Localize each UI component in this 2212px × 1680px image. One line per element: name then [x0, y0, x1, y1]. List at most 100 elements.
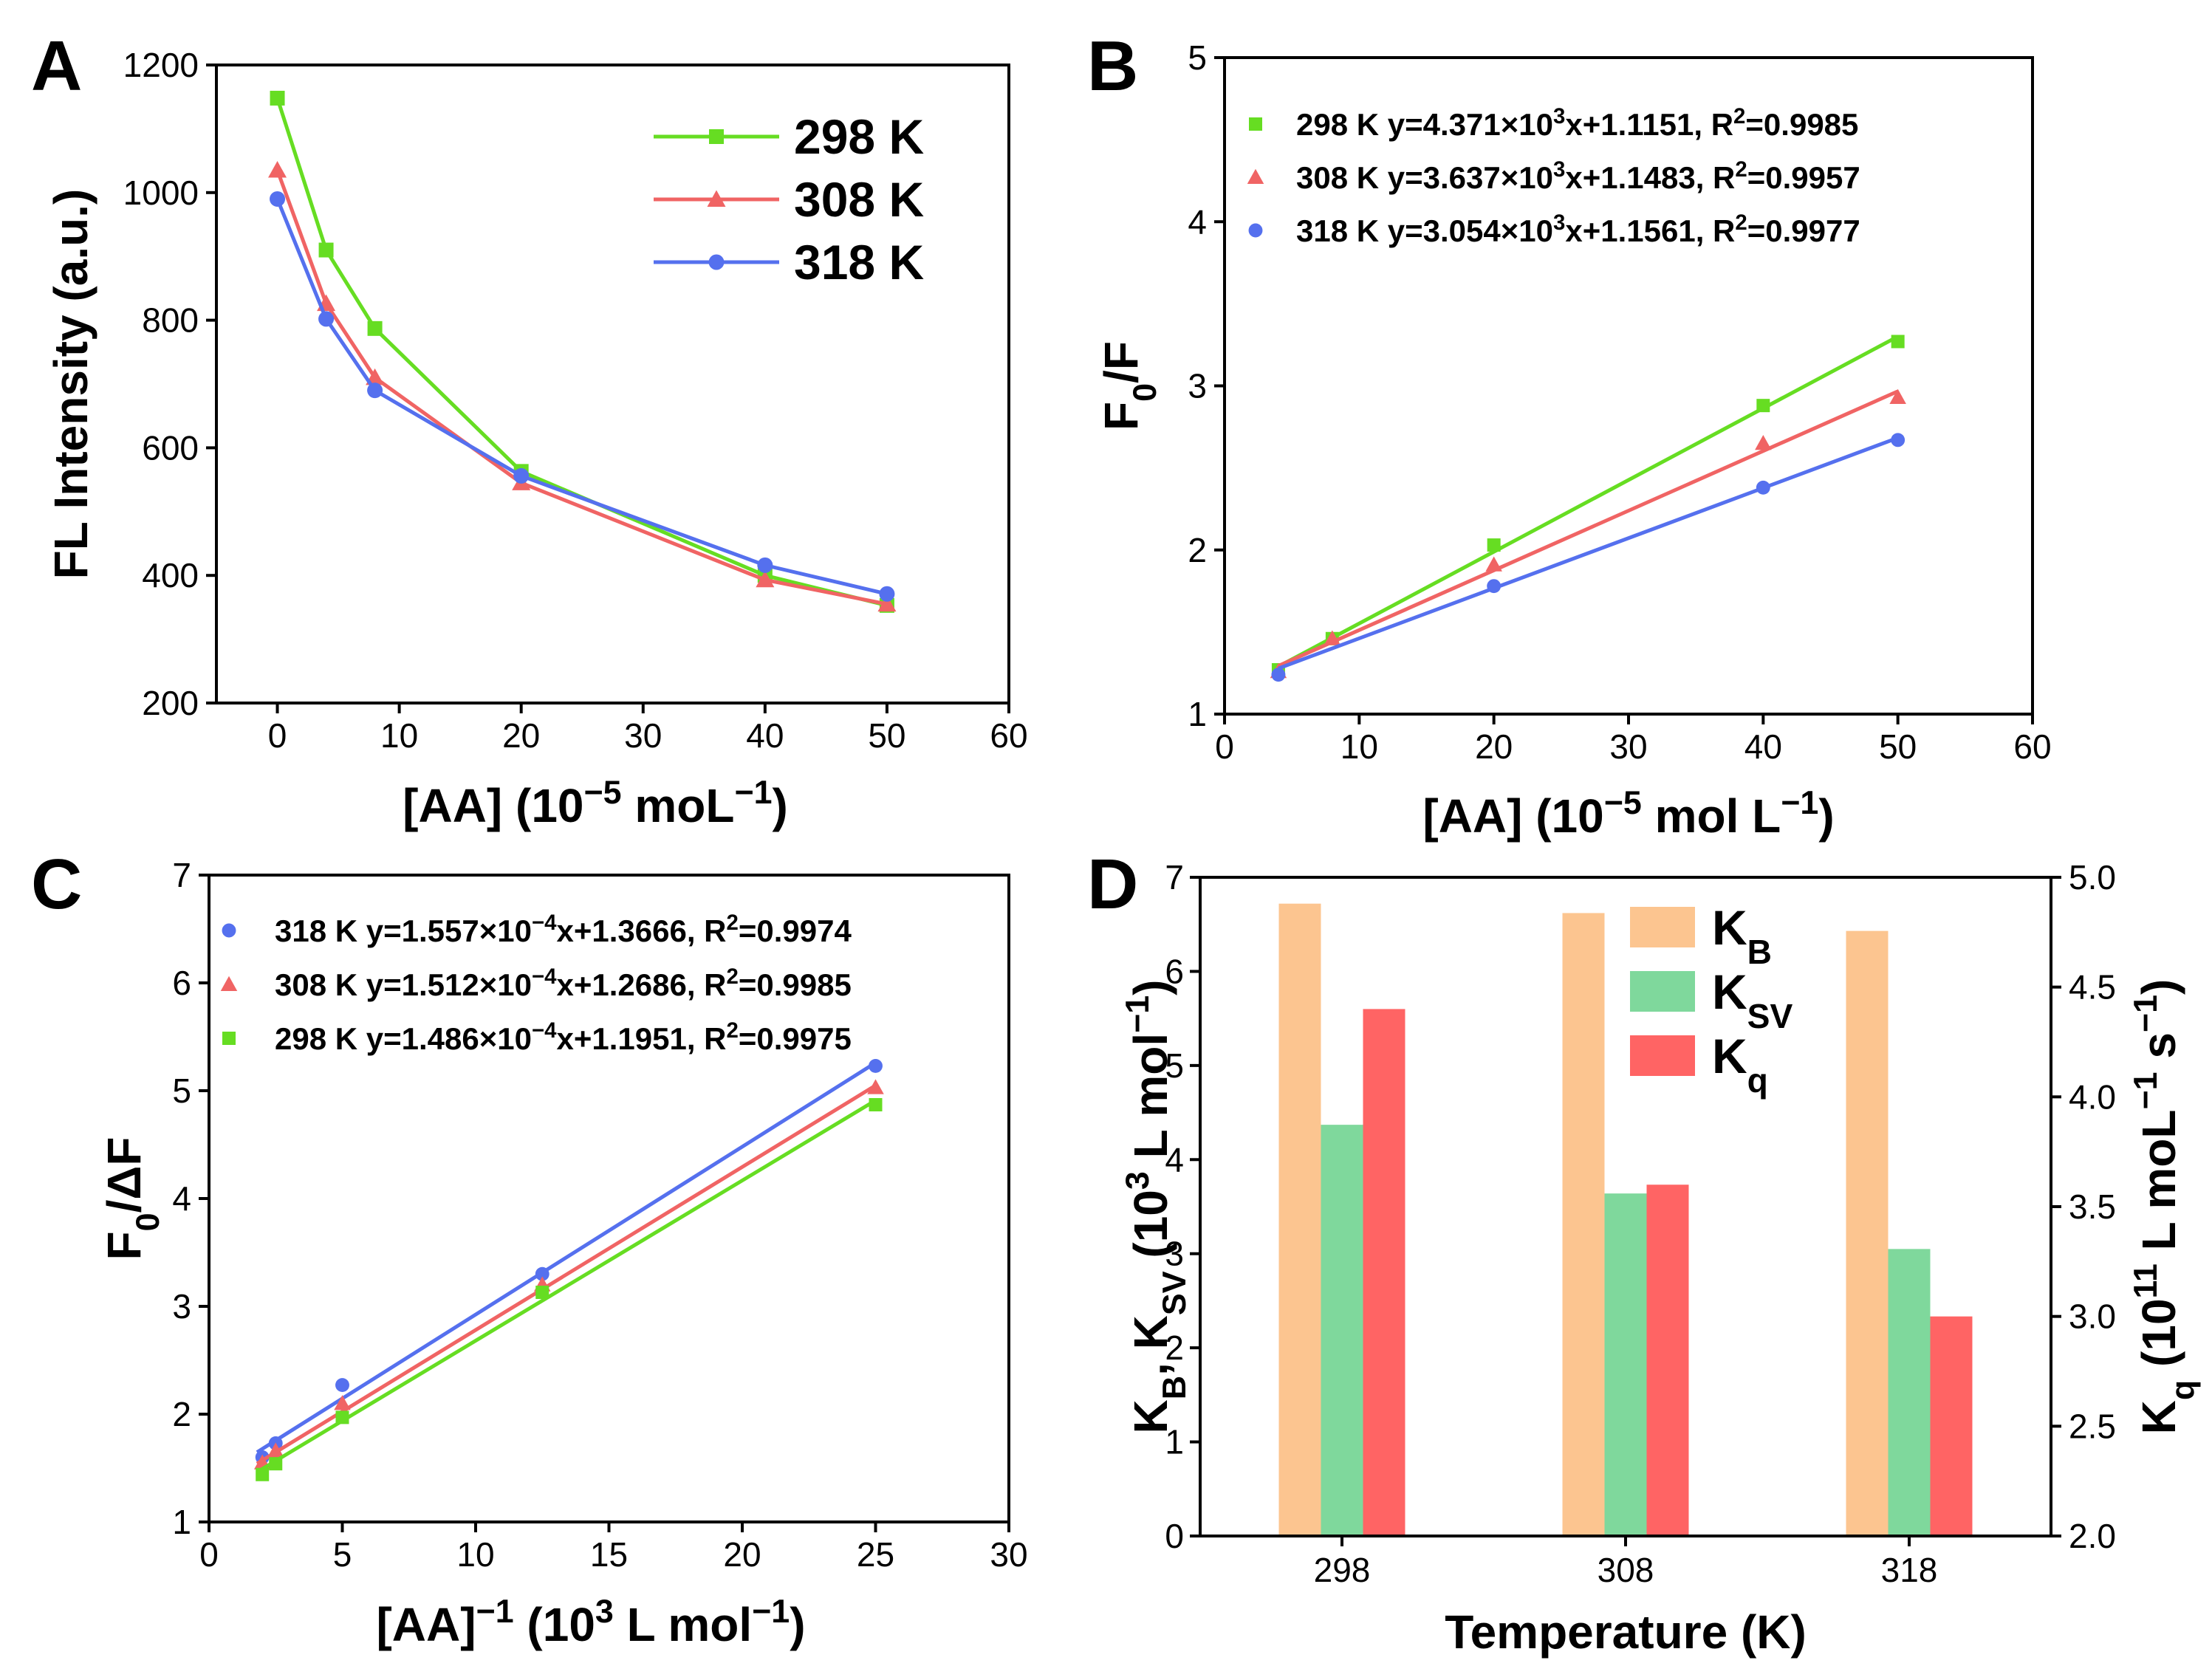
panel-letter-b: B [1087, 27, 1138, 106]
data-point [535, 1266, 549, 1281]
data-point [269, 1457, 283, 1471]
x-tick-label: 10 [456, 1535, 494, 1574]
legend-label: 318 K [794, 235, 924, 289]
legend-label: 298 K [794, 109, 924, 164]
bar-KB-318 [1846, 930, 1889, 1536]
y2-axis-title-part: −1 [2127, 1072, 2164, 1109]
y-axis-title-part: (10 [1124, 1190, 1177, 1271]
y2-axis-title: Kq (1011 L moL−1 s−1) [2127, 979, 2201, 1435]
x-axis-title-part: L mol [614, 1598, 752, 1651]
legend-label-part: K [1712, 900, 1747, 955]
x-axis-title-part: −1 [476, 1593, 514, 1630]
legend-label-part: x+1.1483, R [1565, 160, 1735, 195]
y-axis-title-part: K [1124, 1399, 1177, 1433]
legend-label: 308 K [794, 172, 924, 227]
y-axis-title-part: SV [1156, 1271, 1193, 1315]
panel-letter-c: C [31, 845, 82, 924]
y-tick-label: 7 [1165, 858, 1184, 896]
legend-marker [1248, 223, 1263, 238]
y-axis-title-part: /ΔF [97, 1137, 151, 1213]
y-tick-label: 4 [1188, 202, 1207, 241]
x-tick-label: 0 [268, 716, 287, 755]
legend-label-part: =0.9957 [1747, 160, 1860, 195]
x-axis-title-part: −5 [584, 774, 622, 811]
legend-label-part: K [1712, 964, 1747, 1019]
y2-axis-title-part: ) [2132, 979, 2185, 995]
legend-marker [220, 976, 238, 991]
legend-label: 318 K y=3.054×103x+1.1561, R2=0.9977 [1296, 210, 1860, 249]
x-tick-label: 20 [1475, 727, 1513, 766]
y-axis-title: FL Intensity (a.u.) [44, 189, 97, 580]
panel-letter-d: D [1087, 845, 1138, 924]
x-tick-label: 0 [1215, 727, 1234, 766]
x-axis-title: Temperature (K) [1445, 1605, 1807, 1659]
x-axis-title-part: [AA] (10 [403, 779, 583, 832]
legend-label: 298 K y=4.371×103x+1.1151, R2=0.9985 [1296, 104, 1858, 143]
y-axis-title-part: , K [1124, 1315, 1177, 1376]
data-point [1756, 399, 1770, 413]
legend-label-part: =0.9977 [1747, 213, 1860, 248]
data-point [869, 1058, 883, 1073]
legend-marker [1247, 168, 1264, 184]
data-point [1755, 435, 1772, 450]
legend-label: 318 K y=1.557×10−4x+1.3666, R2=0.9974 [275, 911, 852, 949]
x-axis-title-part: mol L [1642, 789, 1781, 843]
legend-swatch [1630, 971, 1695, 1012]
data-point [335, 1410, 349, 1424]
data-point [1891, 335, 1905, 349]
y-axis-title-part: L mol [1124, 1033, 1177, 1171]
y-axis-title: F0/F [1095, 341, 1163, 431]
x-tick-label: 308 [1598, 1551, 1654, 1589]
y-tick-label: 1200 [123, 46, 199, 84]
legend-label-part: x+1.2686, R [557, 967, 727, 1002]
y-tick-label: 200 [142, 684, 199, 722]
data-point [1756, 480, 1770, 495]
x-tick-label: 0 [199, 1535, 219, 1574]
data-point [256, 1467, 270, 1481]
legend-label-part: x+1.1561, R [1565, 213, 1735, 248]
y-tick-label: 1 [172, 1503, 191, 1541]
x-tick-label: 50 [1879, 727, 1917, 766]
x-axis-title-part: ) [790, 1598, 805, 1651]
x-axis-title-part: −5 [1604, 784, 1642, 821]
bar-KB-308 [1562, 913, 1605, 1536]
x-tick-label: 15 [590, 1535, 628, 1574]
x-axis-title-part: −1 [1781, 784, 1818, 821]
series-line-308-K [275, 169, 888, 606]
y-axis-title-part: 0 [1126, 383, 1163, 402]
legend-label-part: SV [1747, 997, 1793, 1035]
data-point [877, 594, 897, 612]
x-tick-label: 298 [1314, 1551, 1371, 1589]
data-point [270, 191, 286, 207]
x-axis-title-part: ) [773, 779, 788, 832]
data-point [1891, 433, 1905, 448]
legend-label-part: −4 [532, 911, 557, 935]
legend-label-part: K [1712, 1029, 1747, 1083]
series-line-318-K [275, 198, 888, 596]
x-axis-title-part: [AA] (10 [1422, 789, 1603, 843]
legend-label: KB [1712, 900, 1772, 971]
data-point [318, 242, 334, 258]
x-tick-label: 10 [1340, 727, 1378, 766]
data-point [1324, 630, 1341, 645]
x-tick-label: 5 [333, 1535, 352, 1574]
x-axis-title: [AA] (10−5 mol L−1) [1422, 784, 1834, 843]
fit-line [1278, 436, 1899, 671]
legend-swatch [1630, 907, 1695, 947]
fit-line [1277, 335, 1899, 668]
x-tick-label: 30 [624, 716, 662, 755]
legend-label-part: =0.9975 [739, 1021, 852, 1056]
bar-Kq-318 [1930, 1316, 1973, 1536]
data-point [270, 90, 285, 106]
panel-letter-a: A [31, 27, 82, 106]
legend-marker [708, 254, 725, 270]
legend-label-part: −4 [532, 964, 557, 989]
y-tick-label: 4 [172, 1179, 191, 1218]
plot-frame [1223, 56, 2034, 716]
y-tick-label: 5 [1188, 38, 1207, 77]
legend-label-part: =0.9985 [739, 967, 852, 1002]
y2-tick-label: 3.5 [2069, 1187, 2116, 1226]
y2-axis-title-part: −1 [2127, 995, 2164, 1032]
